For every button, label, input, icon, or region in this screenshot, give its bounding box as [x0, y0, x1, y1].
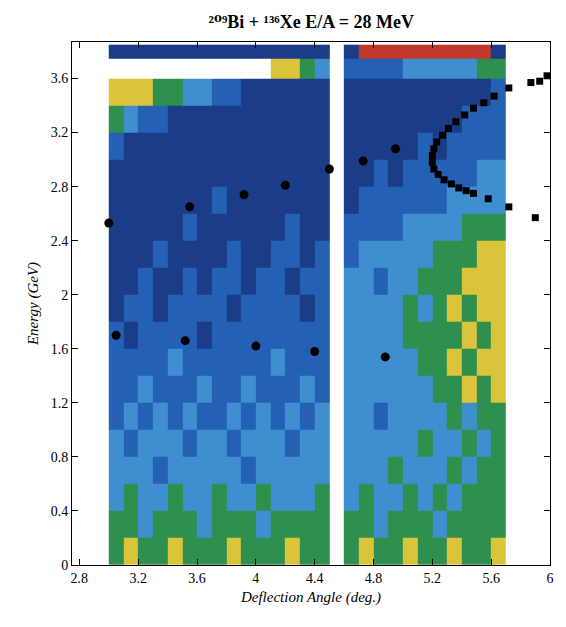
svg-text:3.2: 3.2 [51, 125, 69, 140]
svg-text:1.6: 1.6 [51, 342, 69, 357]
svg-text:²⁰⁹Bi + ¹³⁶Xe E/A = 28 MeV: ²⁰⁹Bi + ¹³⁶Xe E/A = 28 MeV [209, 12, 414, 32]
svg-text:Deflection Angle (deg.): Deflection Angle (deg.) [240, 589, 381, 606]
svg-text:0.8: 0.8 [51, 450, 69, 465]
svg-text:5.2: 5.2 [424, 571, 442, 586]
svg-text:4.4: 4.4 [306, 571, 324, 586]
svg-text:6: 6 [547, 571, 554, 586]
svg-text:2: 2 [61, 288, 68, 303]
svg-text:0: 0 [61, 558, 68, 573]
svg-text:4: 4 [252, 571, 259, 586]
svg-text:2.4: 2.4 [51, 234, 69, 249]
svg-text:Energy (GeV): Energy (GeV) [25, 262, 42, 346]
svg-text:3.2: 3.2 [129, 571, 147, 586]
svg-text:0.4: 0.4 [51, 504, 69, 519]
svg-text:3.6: 3.6 [188, 571, 206, 586]
svg-text:2.8: 2.8 [71, 571, 89, 586]
svg-text:4.8: 4.8 [365, 571, 383, 586]
svg-text:5.6: 5.6 [482, 571, 500, 586]
svg-text:2.8: 2.8 [51, 180, 69, 195]
svg-text:1.2: 1.2 [51, 396, 69, 411]
svg-text:3.6: 3.6 [51, 71, 69, 86]
